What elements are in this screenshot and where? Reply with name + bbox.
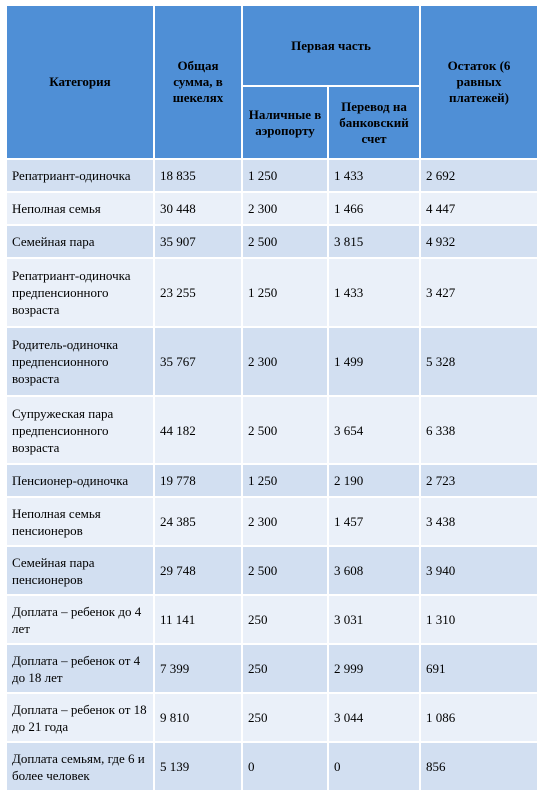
table-row: Неполная семья 30 448 2 300 1 466 4 447 <box>5 191 539 226</box>
cell-cash: 2 300 <box>241 191 329 226</box>
cell-cash: 1 250 <box>241 257 329 328</box>
cell-remainder: 3 427 <box>419 257 539 328</box>
cell-transfer: 3 608 <box>327 545 421 596</box>
cell-category: Репатриант-одиночка <box>5 158 155 193</box>
table-row: Родитель-одиночка предпенсионного возрас… <box>5 326 539 397</box>
cell-cash: 1 250 <box>241 158 329 193</box>
cell-category: Семейная пара пенсионеров <box>5 545 155 596</box>
cell-total: 30 448 <box>153 191 243 226</box>
cell-transfer: 3 815 <box>327 224 421 259</box>
cell-cash: 250 <box>241 643 329 694</box>
cell-category: Пенсионер-одиночка <box>5 463 155 498</box>
cell-transfer: 3 044 <box>327 692 421 743</box>
header-first-part: Первая часть <box>241 4 421 87</box>
table-wrapper: Категория Общая сумма, в шекелях Первая … <box>5 4 539 792</box>
cell-transfer: 2 999 <box>327 643 421 694</box>
cell-cash: 2 300 <box>241 326 329 397</box>
cell-transfer: 0 <box>327 741 421 792</box>
cell-category: Родитель-одиночка предпенсионного возрас… <box>5 326 155 397</box>
header-remainder: Остаток (6 равных платежей) <box>419 4 539 160</box>
cell-total: 18 835 <box>153 158 243 193</box>
cell-total: 23 255 <box>153 257 243 328</box>
cell-cash: 0 <box>241 741 329 792</box>
header-total: Общая сумма, в шекелях <box>153 4 243 160</box>
cell-total: 24 385 <box>153 496 243 547</box>
cell-cash: 250 <box>241 594 329 645</box>
cell-transfer: 3 654 <box>327 395 421 465</box>
cell-remainder: 691 <box>419 643 539 694</box>
cell-remainder: 2 692 <box>419 158 539 193</box>
cell-cash: 2 300 <box>241 496 329 547</box>
table-row: Семейная пара пенсионеров 29 748 2 500 3… <box>5 545 539 596</box>
cell-category: Супружеская пара предпенсионного возраст… <box>5 395 155 465</box>
table-row: Пенсионер-одиночка 19 778 1 250 2 190 2 … <box>5 463 539 498</box>
cell-remainder: 2 723 <box>419 463 539 498</box>
cell-cash: 1 250 <box>241 463 329 498</box>
cell-total: 19 778 <box>153 463 243 498</box>
table-row: Репатриант-одиночка 18 835 1 250 1 433 2… <box>5 158 539 193</box>
cell-category: Репатриант-одиночка предпенсионного возр… <box>5 257 155 328</box>
cell-total: 11 141 <box>153 594 243 645</box>
cell-category: Доплата – ребенок от 4 до 18 лет <box>5 643 155 694</box>
table-row: Доплата семьям, где 6 и более человек 5 … <box>5 741 539 792</box>
cell-total: 44 182 <box>153 395 243 465</box>
table-row: Репатриант-одиночка предпенсионного возр… <box>5 257 539 328</box>
cell-transfer: 3 031 <box>327 594 421 645</box>
payments-table: Категория Общая сумма, в шекелях Первая … <box>5 4 539 792</box>
cell-category: Доплата – ребенок до 4 лет <box>5 594 155 645</box>
table-row: Доплата – ребенок от 18 до 21 года 9 810… <box>5 692 539 743</box>
cell-total: 35 907 <box>153 224 243 259</box>
cell-total: 35 767 <box>153 326 243 397</box>
cell-remainder: 1 310 <box>419 594 539 645</box>
table-row: Доплата – ребенок от 4 до 18 лет 7 399 2… <box>5 643 539 694</box>
cell-cash: 2 500 <box>241 395 329 465</box>
cell-remainder: 3 940 <box>419 545 539 596</box>
cell-remainder: 1 086 <box>419 692 539 743</box>
table-row: Супружеская пара предпенсионного возраст… <box>5 395 539 465</box>
cell-remainder: 5 328 <box>419 326 539 397</box>
header-transfer: Перевод на банковский счет <box>327 85 421 160</box>
cell-cash: 250 <box>241 692 329 743</box>
table-row: Неполная семья пенсионеров 24 385 2 300 … <box>5 496 539 547</box>
cell-transfer: 1 457 <box>327 496 421 547</box>
header-category: Категория <box>5 4 155 160</box>
table-row: Доплата – ребенок до 4 лет 11 141 250 3 … <box>5 594 539 645</box>
cell-cash: 2 500 <box>241 224 329 259</box>
cell-category: Семейная пара <box>5 224 155 259</box>
cell-remainder: 3 438 <box>419 496 539 547</box>
cell-category: Неполная семья <box>5 191 155 226</box>
cell-transfer: 1 433 <box>327 257 421 328</box>
cell-remainder: 4 932 <box>419 224 539 259</box>
cell-cash: 2 500 <box>241 545 329 596</box>
cell-transfer: 2 190 <box>327 463 421 498</box>
table-row: Семейная пара 35 907 2 500 3 815 4 932 <box>5 224 539 259</box>
cell-transfer: 1 466 <box>327 191 421 226</box>
cell-category: Неполная семья пенсионеров <box>5 496 155 547</box>
cell-remainder: 6 338 <box>419 395 539 465</box>
cell-remainder: 856 <box>419 741 539 792</box>
cell-total: 5 139 <box>153 741 243 792</box>
cell-transfer: 1 433 <box>327 158 421 193</box>
cell-category: Доплата – ребенок от 18 до 21 года <box>5 692 155 743</box>
cell-transfer: 1 499 <box>327 326 421 397</box>
cell-total: 9 810 <box>153 692 243 743</box>
cell-total: 29 748 <box>153 545 243 596</box>
header-cash: Наличные в аэропорту <box>241 85 329 160</box>
cell-remainder: 4 447 <box>419 191 539 226</box>
cell-category: Доплата семьям, где 6 и более человек <box>5 741 155 792</box>
cell-total: 7 399 <box>153 643 243 694</box>
table-body: Репатриант-одиночка 18 835 1 250 1 433 2… <box>5 158 539 792</box>
